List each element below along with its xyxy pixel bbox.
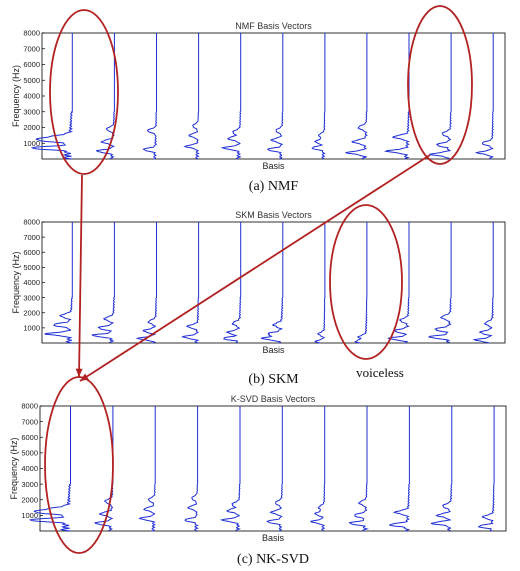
arrow-nmf9-to-ksvd-head: [80, 373, 89, 381]
chart-panel-3: 1000 2000 3000 4000 5000 6000 7000 8000 K-SVD Ba…: [9, 394, 507, 567]
y-tick-label: 3000: [23, 107, 40, 116]
basis-vector-line: [223, 222, 242, 344]
highlight-ellipse-nmf-first: [49, 9, 119, 175]
highlight-ellipse-ksvd-first: [44, 376, 114, 554]
y-tick-label: 2000: [23, 123, 40, 132]
basis-vector-line: [477, 406, 495, 532]
basis-vector-line: [184, 406, 199, 532]
basis-vector-line: [91, 222, 116, 344]
y-tick-label: 4000: [21, 464, 38, 473]
y-tick-label: 7000: [21, 417, 38, 426]
y-tick-label: 7000: [23, 233, 40, 242]
basis-vector-line: [219, 406, 241, 532]
basis-vector-line: [429, 33, 452, 159]
y-tick-label: 7000: [23, 44, 40, 53]
basis-vector-line: [28, 406, 72, 532]
basis-vector-line: [387, 222, 410, 344]
y-tick-label: 5000: [21, 449, 38, 458]
basis-vector-line: [348, 406, 369, 532]
basis-vector-line: [311, 33, 326, 160]
basis-vector-line: [389, 406, 411, 532]
panel-caption: (c) NK-SVD: [237, 552, 309, 567]
basis-vector-line: [44, 222, 73, 344]
basis-vector-line: [220, 33, 242, 160]
y-tick-label: 8000: [23, 29, 40, 38]
basis-vector-line: [30, 33, 74, 160]
arrow-nmf-to-ksvd-head: [75, 368, 83, 377]
arrow-nmf9-to-ksvd: [79, 154, 431, 382]
basis-vector-line: [309, 406, 326, 532]
basis-vector-line: [345, 33, 368, 160]
basis-vector-line: [138, 406, 157, 532]
x-axis-label: Basis: [262, 533, 285, 543]
chart-title: SKM Basis Vectors: [235, 210, 312, 220]
y-tick-label: 8000: [23, 218, 40, 227]
y-tick-label: 2000: [21, 495, 38, 504]
highlight-ellipse-nmf-ninth: [407, 5, 473, 165]
y-axis-label: Frequency (Hz): [11, 251, 21, 313]
basis-vector-line: [314, 222, 326, 344]
chart-title: K-SVD Basis Vectors: [231, 394, 316, 404]
basis-vector-line: [183, 33, 200, 160]
panel-caption: (a) NMF: [249, 179, 299, 194]
x-axis-label: Basis: [262, 161, 285, 171]
basis-vector-line: [472, 222, 495, 344]
y-tick-label: 3000: [23, 293, 40, 302]
y-axis-label: Frequency (Hz): [11, 65, 21, 127]
y-tick-label: 1000: [23, 324, 40, 333]
basis-vector-line: [474, 33, 495, 160]
highlight-overlay: [44, 5, 473, 554]
y-tick-label: 5000: [23, 263, 40, 272]
chart-panels: 1000 2000 3000 4000 5000 6000 7000 8000 NMF Basi…: [9, 21, 507, 567]
basis-vector-line: [135, 222, 158, 344]
y-tick-label: 3000: [21, 480, 38, 489]
x-axis-label: Basis: [262, 345, 285, 355]
y-tick-label: 8000: [21, 402, 38, 411]
y-tick-label: 1000: [23, 139, 40, 148]
y-tick-label: 4000: [23, 278, 40, 287]
basis-vector-line: [384, 33, 410, 160]
y-tick-label: 2000: [23, 308, 40, 317]
chart-title: NMF Basis Vectors: [235, 21, 312, 31]
y-tick-label: 1000: [21, 511, 38, 520]
arrow-nmf-to-ksvd: [78, 174, 83, 378]
highlight-ellipse-skm-voiceless: [329, 204, 403, 360]
basis-vector-line: [430, 406, 453, 532]
voiceless-annotation: voiceless: [356, 365, 404, 380]
y-tick-label: 6000: [23, 248, 40, 257]
basis-vector-line: [354, 222, 368, 344]
y-tick-label: 6000: [21, 433, 38, 442]
chart-panel-2: 1000 2000 3000 4000 5000 6000 7000 8000 SKM Basi…: [11, 210, 506, 387]
basis-vector-line: [427, 222, 452, 344]
y-axis-label: Frequency (Hz): [9, 437, 19, 499]
basis-vector-line: [266, 406, 283, 532]
basis-vector-line: [181, 222, 200, 344]
y-tick-label: 6000: [23, 60, 40, 69]
y-tick-label: 5000: [23, 76, 40, 85]
basis-vector-line: [142, 33, 158, 160]
panel-caption: (b) SKM: [248, 372, 299, 387]
chart-panel-1: 1000 2000 3000 4000 5000 6000 7000 8000 NMF Basi…: [11, 21, 506, 194]
basis-vector-line: [260, 222, 284, 344]
basis-vector-line: [266, 33, 284, 160]
y-tick-label: 4000: [23, 92, 40, 101]
